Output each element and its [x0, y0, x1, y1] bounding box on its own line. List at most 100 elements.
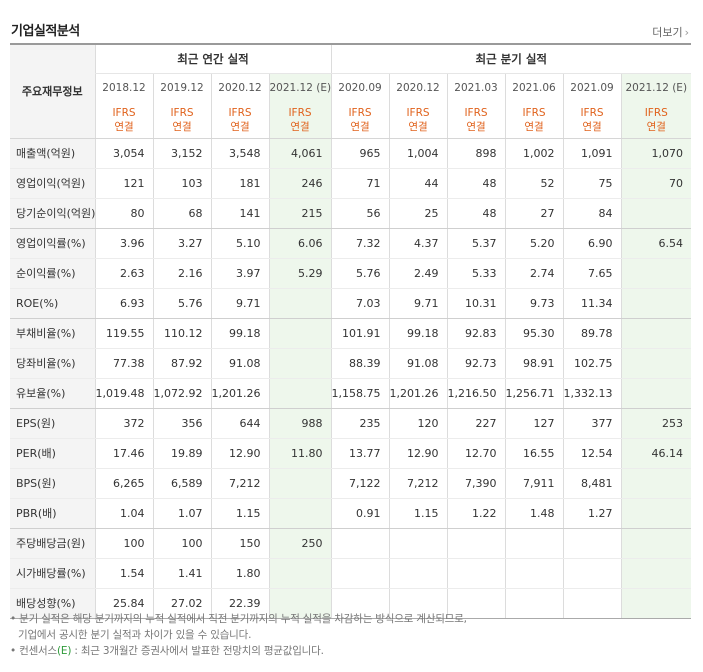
row-label: 주당배당금(원)	[10, 528, 95, 559]
table-cell: 127	[504, 408, 563, 439]
table-cell	[388, 558, 447, 589]
row-label: 순이익률(%)	[10, 258, 95, 289]
table-cell: 1,216.50	[446, 378, 505, 409]
table-row: 순이익률(%) 2.63 2.16 3.97 5.29 5.76 2.49 5.33 2.74 7…	[10, 258, 691, 289]
header-row-group: 주요재무정보 최근 연간 실적 최근 분기 실적	[10, 43, 691, 139]
table-cell: 9.71	[210, 288, 269, 319]
table-cell: 372	[94, 408, 153, 439]
table-cell: 1,002	[504, 138, 563, 169]
basis-standard: IFRS	[170, 106, 194, 119]
table-row: 시가배당률(%) 1.54 1.41 1.80	[10, 558, 691, 589]
table-cell: 48	[446, 168, 505, 199]
period-header: 2020.12	[210, 73, 269, 102]
annual-label: 최근 연간 실적	[94, 43, 331, 74]
table-cell: 1,091	[562, 138, 621, 169]
table-cell	[562, 588, 621, 619]
table-cell: 377	[562, 408, 621, 439]
table-cell: 27	[504, 198, 563, 229]
table-cell: 141	[210, 198, 269, 229]
table-cell	[562, 528, 621, 559]
table-cell: 181	[210, 168, 269, 199]
table-row: 배당성향(%) 25.84 27.02 22.39	[10, 588, 691, 619]
table-cell: 25.84	[94, 588, 153, 619]
table-row: 당좌비율(%) 77.38 87.92 91.08 88.39 91.08 92.73 98.…	[10, 348, 691, 379]
table-cell: 7,212	[388, 468, 447, 499]
table-cell: 11.80	[268, 438, 331, 469]
table-row: 매출액(억원) 3,054 3,152 3,548 4,061 965 1,004 898 1,…	[10, 138, 691, 169]
table-cell: 8,481	[562, 468, 621, 499]
table-cell: 4,061	[268, 138, 331, 169]
table-row: EPS(원) 372 356 644 988 235 120 227 127 377 253	[10, 408, 691, 439]
basis-header: IFRS 연결	[388, 102, 447, 139]
basis-scope: 연결	[466, 120, 486, 133]
table-cell	[268, 588, 331, 619]
table-cell	[268, 318, 331, 349]
table-cell: 7,390	[446, 468, 505, 499]
more-link[interactable]: 더보기 ›	[652, 24, 689, 40]
table-cell: 9.71	[388, 288, 447, 319]
table-cell	[446, 528, 505, 559]
period-header: 2019.12	[152, 73, 211, 102]
table-cell: 121	[94, 168, 153, 199]
basis-header: IFRS 연결	[446, 102, 505, 139]
table-cell: 70	[620, 168, 691, 199]
basis-standard: IFRS	[348, 106, 372, 119]
table-cell: 215	[268, 198, 331, 229]
table-cell: 5.76	[152, 288, 211, 319]
period-header: 2020.12	[388, 73, 447, 102]
table-cell	[268, 348, 331, 379]
row-label: 영업이익률(%)	[10, 228, 95, 259]
table-cell	[268, 378, 331, 409]
table-cell	[620, 588, 691, 619]
row-label: ROE(%)	[10, 288, 95, 319]
basis-scope: 연결	[350, 120, 370, 133]
table-cell: 1,019.48	[94, 378, 153, 409]
table-cell: 1.80	[210, 558, 269, 589]
table-cell: 246	[268, 168, 331, 199]
table-cell: 2.16	[152, 258, 211, 289]
table-cell: 1,070	[620, 138, 691, 169]
table-cell: 11.34	[562, 288, 621, 319]
table-cell: 7,212	[210, 468, 269, 499]
table-cell	[388, 588, 447, 619]
table-cell: 27.02	[152, 588, 211, 619]
table-row: 영업이익률(%) 3.96 3.27 5.10 6.06 7.32 4.37 5.37 5.20…	[10, 228, 691, 259]
table-cell	[330, 558, 389, 589]
table-cell: 84	[562, 198, 621, 229]
basis-standard: IFRS	[580, 106, 604, 119]
table-cell: 965	[330, 138, 389, 169]
table-cell: 68	[152, 198, 211, 229]
table-cell: 1,201.26	[388, 378, 447, 409]
table-row: PER(배) 17.46 19.89 12.90 11.80 13.77 12.90 12.7…	[10, 438, 691, 469]
period-header: 2021.12 (E)	[620, 73, 691, 102]
table-cell: 2.74	[504, 258, 563, 289]
table-cell: 4.37	[388, 228, 447, 259]
table-cell: 5.20	[504, 228, 563, 259]
table-cell: 44	[388, 168, 447, 199]
period-header: 2021.03	[446, 73, 505, 102]
period-header: 2018.12	[94, 73, 153, 102]
table-cell: 91.08	[388, 348, 447, 379]
basis-standard: IFRS	[288, 106, 312, 119]
table-cell	[620, 348, 691, 379]
table-cell: 7,122	[330, 468, 389, 499]
table-cell: 3,054	[94, 138, 153, 169]
table-cell: 16.55	[504, 438, 563, 469]
table-cell: 100	[94, 528, 153, 559]
table-cell: 227	[446, 408, 505, 439]
basis-standard: IFRS	[522, 106, 546, 119]
table-cell: 7,911	[504, 468, 563, 499]
table-cell: 75	[562, 168, 621, 199]
table-cell: 7.65	[562, 258, 621, 289]
table-cell: 77.38	[94, 348, 153, 379]
period-header: 2021.06	[504, 73, 563, 102]
table-cell: 89.78	[562, 318, 621, 349]
table-cell: 898	[446, 138, 505, 169]
row-label: 배당성향(%)	[10, 588, 95, 619]
table-cell: 1.15	[388, 498, 447, 529]
table-cell: 3,548	[210, 138, 269, 169]
chevron-right-icon: ›	[684, 26, 689, 39]
table-cell: 1.27	[562, 498, 621, 529]
section-title: 기업실적분석	[11, 24, 80, 39]
basis-scope: 연결	[646, 120, 666, 133]
